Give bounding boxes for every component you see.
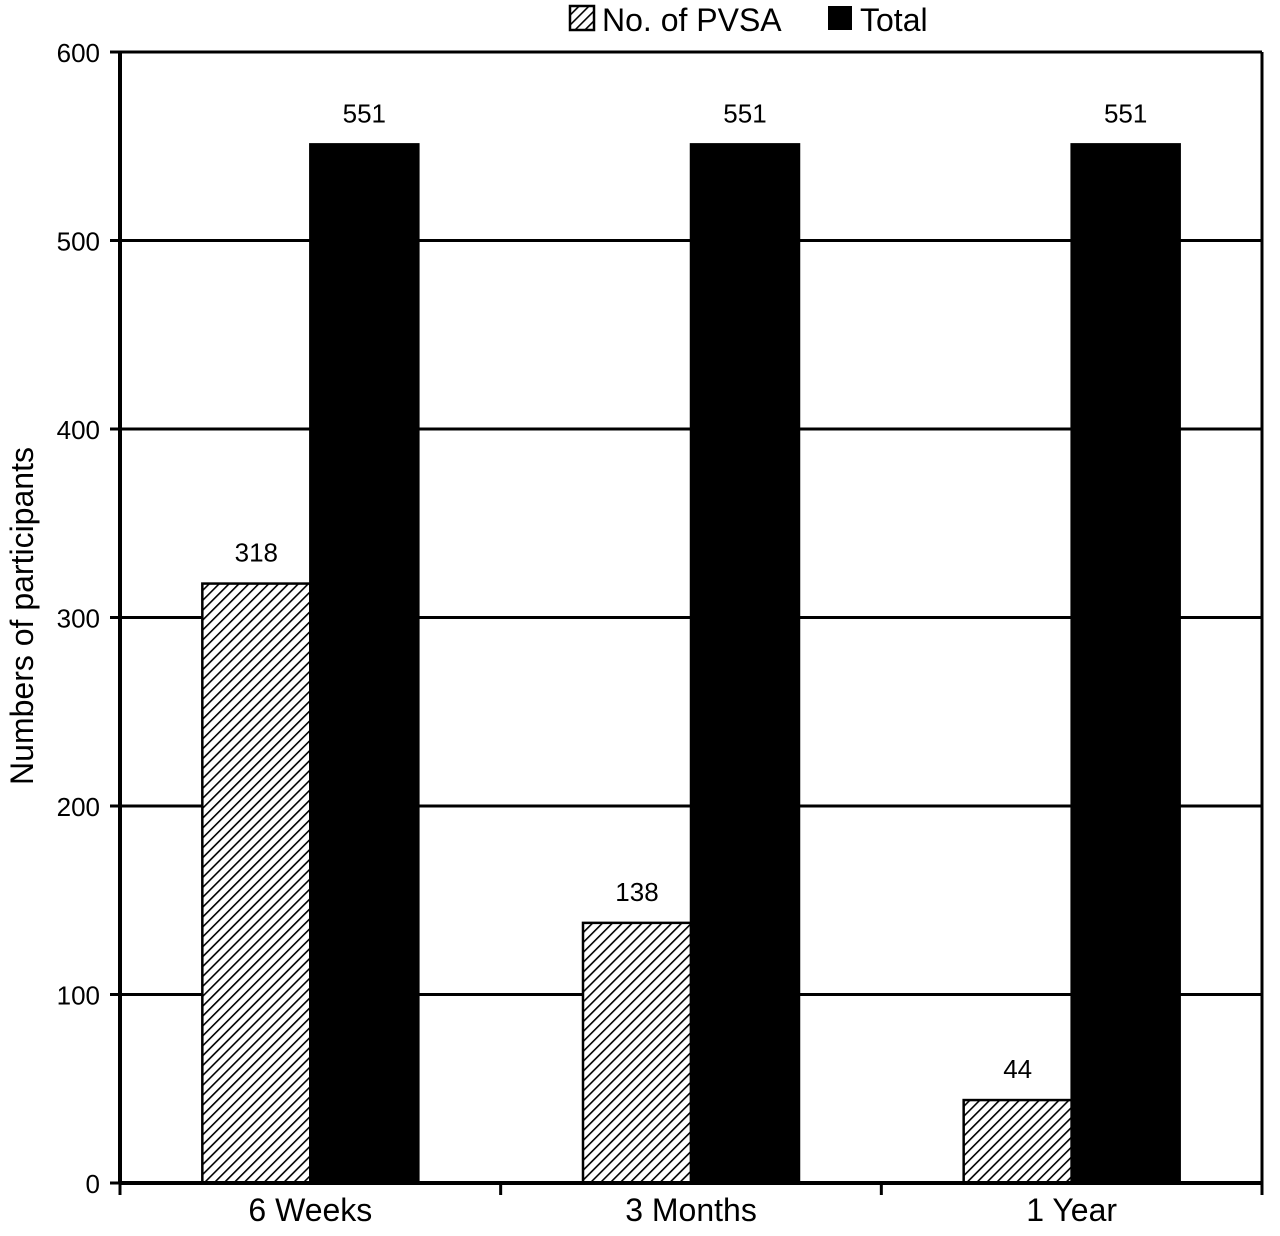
legend-label-pvsa: No. of PVSA [602, 2, 782, 38]
axes: 0 100 200 300 400 500 600 6 Weeks 3 Months 1 Year [57, 38, 1264, 1228]
y-tick-label: 100 [57, 981, 100, 1011]
y-axis-title: Numbers of participants [4, 447, 40, 785]
y-tick-label: 400 [57, 415, 100, 445]
x-tick-label: 6 Weeks [248, 1192, 372, 1228]
x-tick-label: 3 Months [625, 1192, 757, 1228]
bar-pvsa [962, 1098, 1073, 1185]
y-tick-label: 600 [57, 38, 100, 68]
data-label: 551 [723, 98, 766, 128]
y-tick-label: 500 [57, 227, 100, 257]
y-tick-label: 200 [57, 792, 100, 822]
legend: No. of PVSA Total [568, 2, 928, 38]
bars [201, 143, 1181, 1185]
data-label: 44 [1003, 1054, 1032, 1084]
legend-label-total: Total [860, 2, 928, 38]
x-tick-label: 1 Year [1026, 1192, 1117, 1228]
bar-total [689, 143, 801, 1185]
bar-pvsa [581, 921, 693, 1185]
y-tick-label: 0 [86, 1169, 100, 1199]
data-label: 551 [343, 98, 386, 128]
data-label: 551 [1104, 98, 1147, 128]
data-labels: 318 551 138 551 44 551 [235, 98, 1148, 1084]
legend-swatch-pvsa [568, 4, 596, 32]
bar-pvsa [201, 582, 312, 1185]
legend-swatch-total [828, 6, 852, 30]
data-label: 318 [235, 538, 278, 568]
bar-total [1070, 143, 1181, 1185]
data-label: 138 [615, 877, 658, 907]
y-tick-label: 300 [57, 604, 100, 634]
bar-total [309, 143, 420, 1185]
